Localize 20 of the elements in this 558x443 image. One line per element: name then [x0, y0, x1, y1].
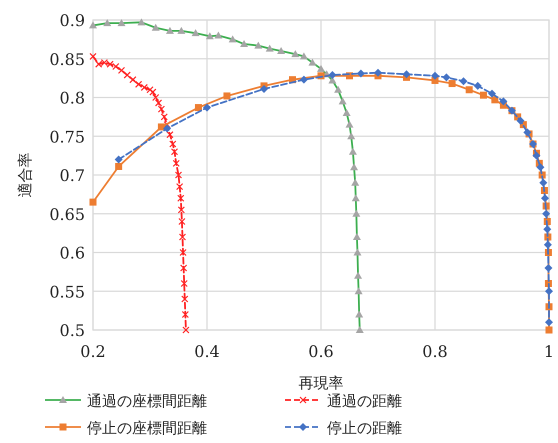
y-tick-label: 0.7: [60, 166, 85, 185]
y-tick-label: 0.9: [60, 11, 85, 30]
y-tick-label: 0.8: [60, 88, 85, 108]
x-tick-label: 0.2: [80, 342, 106, 361]
y-axis-title: 適合率: [16, 152, 34, 198]
x-tick-label: 0.8: [422, 342, 448, 361]
x-tick-label: 0.4: [194, 342, 220, 361]
y-tick-label: 0.5: [60, 321, 85, 340]
legend-label: 停止の座標間距離: [87, 419, 207, 437]
legend-label: 停止の距離: [327, 419, 402, 437]
legend-label: 通過の距離: [327, 392, 402, 410]
y-tick-label: 0.55: [49, 282, 85, 302]
y-tick-label: 0.65: [49, 204, 85, 224]
x-tick-label: 0.6: [308, 342, 334, 361]
y-tick-label: 0.85: [49, 50, 85, 69]
legend-label: 通過の座標間距離: [87, 392, 207, 410]
y-tick-label: 0.75: [49, 127, 85, 146]
y-tick-label: 0.6: [60, 244, 85, 262]
x-tick-label: 1: [544, 342, 554, 361]
x-axis-title: 再現率: [298, 374, 344, 392]
